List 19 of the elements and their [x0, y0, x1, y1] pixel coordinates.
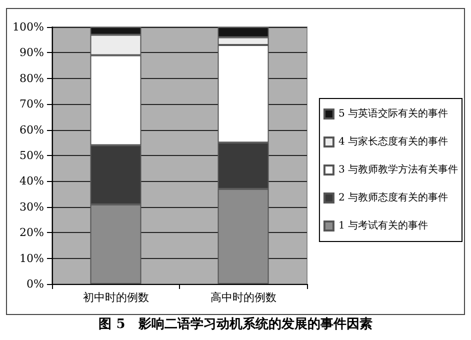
y-tick-label: 70% — [20, 98, 44, 111]
y-tick-label: 20% — [20, 226, 44, 240]
x-tick-label: 初中时的例数 — [82, 291, 149, 304]
y-tick-label: 30% — [20, 200, 44, 214]
y-tick-label: 50% — [20, 149, 44, 162]
y-tick-label: 100% — [12, 20, 44, 34]
y-tick-label: 40% — [20, 174, 44, 188]
legend-label: 4 与家长态度有关的事件 — [338, 136, 448, 148]
y-tick-label: 90% — [20, 46, 44, 60]
legend-label: 2 与教师态度有关的事件 — [338, 192, 448, 204]
legend-label: 1 与考试有关的事件 — [338, 220, 428, 232]
y-tick-label: 80% — [20, 72, 44, 85]
y-tick-label: 0% — [26, 278, 44, 290]
y-tick-label: 10% — [20, 252, 44, 265]
x-tick-label: 高中时的例数 — [210, 291, 276, 304]
y-tick-label: 60% — [20, 123, 44, 136]
text: 图 5 影响二语学习动机系统的发展的事件因素 — [98, 316, 372, 332]
legend-label: 5 与英语交际有关的事件 — [338, 108, 448, 120]
legend-label: 3 与教师教学方法有关事件 — [338, 164, 458, 176]
